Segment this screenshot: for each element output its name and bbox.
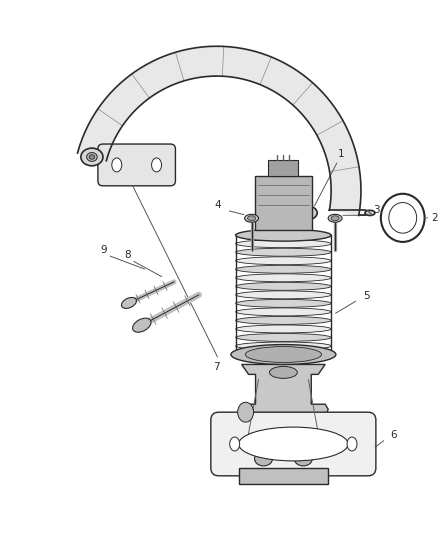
Ellipse shape — [299, 206, 317, 220]
Ellipse shape — [389, 203, 417, 233]
Ellipse shape — [236, 248, 331, 256]
Ellipse shape — [381, 194, 424, 242]
Ellipse shape — [81, 148, 103, 166]
Ellipse shape — [133, 318, 151, 332]
Ellipse shape — [87, 152, 97, 161]
Text: 3: 3 — [373, 205, 380, 215]
Ellipse shape — [236, 334, 331, 342]
Ellipse shape — [89, 155, 95, 159]
FancyBboxPatch shape — [211, 412, 376, 476]
Ellipse shape — [231, 344, 336, 365]
Ellipse shape — [236, 325, 331, 333]
Ellipse shape — [236, 240, 331, 248]
Ellipse shape — [236, 257, 331, 265]
Ellipse shape — [236, 317, 331, 325]
Ellipse shape — [245, 346, 321, 362]
Text: 7: 7 — [213, 362, 220, 373]
FancyBboxPatch shape — [98, 144, 176, 186]
Ellipse shape — [236, 282, 331, 290]
Text: 9: 9 — [100, 245, 107, 255]
Text: 4: 4 — [214, 200, 221, 211]
Ellipse shape — [236, 265, 331, 273]
Ellipse shape — [247, 216, 255, 221]
Text: 2: 2 — [431, 213, 438, 223]
Polygon shape — [78, 46, 361, 215]
Ellipse shape — [254, 452, 272, 466]
Ellipse shape — [236, 308, 331, 316]
Bar — [254, 175, 312, 230]
Bar — [268, 159, 298, 175]
Ellipse shape — [236, 231, 331, 239]
Ellipse shape — [236, 229, 331, 241]
Ellipse shape — [230, 437, 240, 451]
Ellipse shape — [365, 211, 375, 215]
Ellipse shape — [236, 274, 331, 282]
Ellipse shape — [347, 437, 357, 451]
Ellipse shape — [331, 216, 339, 221]
Ellipse shape — [236, 342, 331, 350]
Ellipse shape — [121, 297, 137, 309]
Ellipse shape — [269, 367, 297, 378]
Bar — [239, 468, 328, 484]
Ellipse shape — [152, 158, 162, 172]
Text: 1: 1 — [338, 149, 344, 159]
Ellipse shape — [239, 427, 348, 461]
Text: 6: 6 — [390, 430, 396, 440]
Ellipse shape — [236, 351, 331, 359]
Ellipse shape — [245, 214, 258, 222]
Polygon shape — [239, 365, 328, 454]
Ellipse shape — [294, 452, 312, 466]
Ellipse shape — [112, 158, 122, 172]
Ellipse shape — [238, 402, 254, 422]
Ellipse shape — [328, 214, 342, 222]
Text: 5: 5 — [363, 291, 370, 301]
Ellipse shape — [236, 291, 331, 299]
Text: 8: 8 — [124, 250, 131, 260]
Ellipse shape — [236, 300, 331, 308]
